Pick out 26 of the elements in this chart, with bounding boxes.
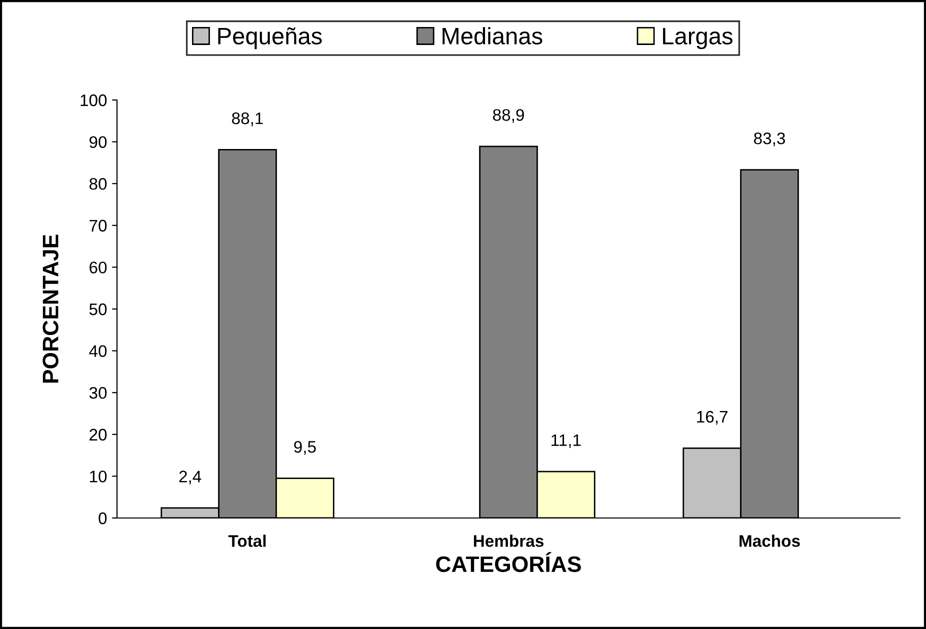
y-tick-label: 20 [90, 428, 107, 441]
y-tick-label: 100 [80, 94, 107, 106]
y-tick-label: 60 [90, 262, 107, 274]
data-label: 2,4 [179, 470, 202, 484]
y-tick-label: 70 [90, 220, 107, 232]
data-label: 9,5 [294, 440, 316, 455]
y-tick-label: 90 [90, 136, 107, 148]
legend-label: Pequeñas [218, 27, 322, 50]
y-tick-label: 30 [89, 387, 107, 399]
legend-label: Medianas [442, 27, 542, 44]
y-tick-label: 50 [89, 303, 107, 316]
y-tick-label: 40 [89, 345, 107, 358]
data-label: 11,1 [552, 434, 581, 448]
data-label: 88,1 [232, 112, 263, 126]
legend-label: Largas [663, 28, 732, 50]
y-tick-label: 0 [98, 512, 107, 524]
data-label: 16,7 [697, 410, 728, 425]
x-tick-label: Machos [740, 534, 800, 547]
x-tick-label: Hembras [474, 534, 544, 547]
y-tick-label: 80 [89, 178, 107, 190]
data-label: 88,9 [493, 109, 524, 123]
x-tick-label: Total [228, 534, 266, 547]
x-axis-title: CATEGORÍAS [436, 552, 581, 572]
y-axis-title: PORCENTAJE [42, 234, 58, 383]
data-label: 83,3 [754, 132, 785, 146]
y-tick-label: 10 [90, 470, 107, 482]
